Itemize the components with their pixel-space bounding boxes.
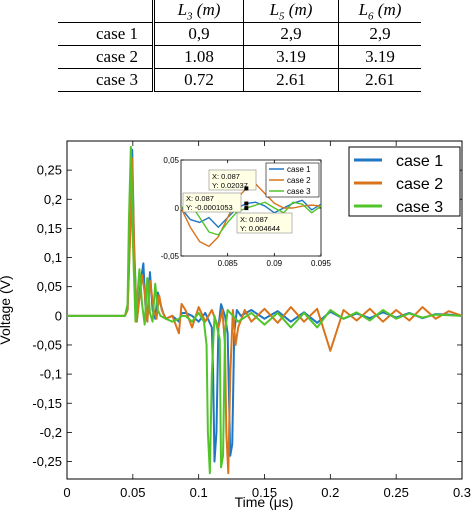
table-row: case 1 0,9 2,9 2,9 [58,22,421,47]
y-tick-label: 0,15 [37,221,62,236]
cell-l3: 0.72 [153,68,244,93]
datatip-x: X: 0.087 [240,215,268,224]
datatip-case-3: X: 0.087 Y: -0.0001053 [182,192,242,213]
y-tick-label: 0 [175,204,180,213]
datatip-x: X: 0.087 [212,172,240,181]
row-label: case 3 [58,68,155,93]
row-label: case 1 [58,22,155,47]
legend-label-case-2: case 2 [396,176,443,193]
legend-label-case-1: case 1 [396,153,443,170]
main-series-lines [67,145,463,475]
x-tick-label: 0.085 [218,259,239,268]
y-tick-label: 0,1 [44,250,62,265]
x-tick-label: 0 [63,485,70,500]
datatip-x: X: 0.087 [186,194,214,203]
datatip-box [208,169,257,191]
datatip-marker [244,201,249,206]
datatip-markers [244,186,249,211]
y-tick-label: -0,05 [32,338,62,353]
cell-l6: 2.61 [338,68,421,93]
y-tick-label: 0 [55,308,62,323]
y-axis-label: Voltage (V) [0,275,13,344]
datatip-marker [244,206,249,211]
x-tick-label: 0.3 [453,485,471,500]
cell-l5: 3.19 [243,45,339,70]
x-tick-label: 0.095 [311,259,332,268]
datatip-marker [244,186,249,191]
datatip-case-2: X: 0.087 Y: 0.02037 [208,169,257,191]
series-line-case-1 [180,199,322,228]
x-tick-label: 0.09 [267,259,283,268]
y-tick-label: -0,05 [161,252,180,261]
cell-l3: 0,9 [153,22,244,47]
inset-chart: 0.085 0.09 0.095 -0,05 0 0,05 case 1 case 2 c… [161,156,332,268]
y-tick-label: 0,05 [37,279,62,294]
inset-legend: case 1 case 2 case 3 [265,162,320,198]
y-tick-label: -0,1 [40,367,62,382]
inset-legend-label-case-2: case 2 [287,176,311,185]
series-line-case-3 [67,145,463,475]
datatip-box [236,212,293,234]
datatip-y: Y: 0.02037 [212,181,248,190]
table-row: case 3 0.72 2.61 2.61 [58,68,421,93]
header-l3: L3 (m) [153,0,244,24]
y-tick-label: 0,05 [163,156,179,165]
x-axis-label: Time (μs) [235,494,294,510]
y-tick-label: 0,2 [44,192,62,207]
legend: case 1 case 2 case 3 [348,146,461,217]
y-tick-label: 0,25 [37,163,62,178]
y-tick-label: -0,15 [32,396,62,411]
inset-legend-label-case-3: case 3 [287,187,311,196]
datatip-box [182,192,242,213]
cell-l6: 2,9 [338,22,421,47]
datatip-y: Y: -0.0001053 [186,203,233,212]
x-tick-label: 0.25 [384,485,409,500]
x-tick-label: 0.1 [190,485,208,500]
header-l5: L5 (m) [243,0,339,24]
y-tick-label: -0,2 [40,425,62,440]
inset-legend-label-case-1: case 1 [287,165,311,174]
y-tick-label: -0,25 [32,454,62,469]
series-line-case-3 [180,201,322,236]
x-tick-label: 0.15 [252,485,277,500]
main-axis-ticks: 0 0.05 0.1 0.15 0.2 0.25 0.3 -0,25 -0,2 -0,15 -0,1… [32,141,471,500]
case-length-table: L3 (m) L5 (m) L6 (m) case 1 0,9 2,9 2,9 … [58,0,421,93]
inset-axis-ticks: 0.085 0.09 0.095 -0,05 0 0,05 [161,156,332,268]
cell-l5: 2.61 [243,68,339,93]
datatip-y: Y: 0.004644 [240,224,280,233]
cell-l6: 3.19 [338,45,421,70]
x-tick-label: 0.05 [120,485,145,500]
legend-label-case-3: case 3 [396,199,443,216]
x-tick-label: 0.2 [321,485,339,500]
datatip-case-1: X: 0.087 Y: 0.004644 [236,212,293,234]
